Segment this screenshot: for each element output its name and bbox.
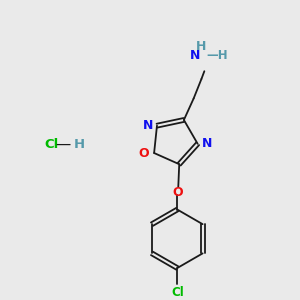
Text: N: N [190,50,200,62]
Text: H: H [196,40,207,53]
Text: N: N [202,137,212,150]
Text: H: H [74,138,85,151]
Text: Cl: Cl [171,286,184,298]
Text: O: O [139,146,149,160]
Text: Cl: Cl [45,138,59,151]
Text: O: O [172,185,183,199]
Text: —H: —H [206,50,228,62]
Text: N: N [143,119,153,132]
Text: —: — [56,137,71,152]
